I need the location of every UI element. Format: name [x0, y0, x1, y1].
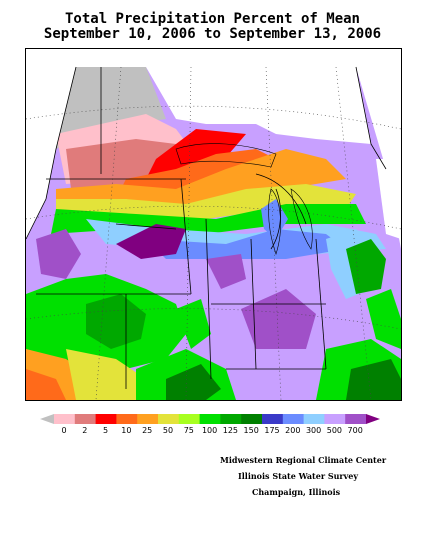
- legend-swatch: [199, 414, 221, 424]
- zone-50pct: [56, 149, 346, 209]
- legend-swatch: [95, 414, 117, 424]
- legend-swatch: [54, 414, 76, 424]
- map-subtitle-dates: September 10, 2006 to September 13, 2006: [43, 26, 382, 42]
- zone-100pct-central: [176, 299, 211, 349]
- legend-arrow-low: [40, 414, 54, 424]
- legend-tick-label: 25: [142, 426, 153, 435]
- legend-tick-label: 0: [61, 426, 67, 435]
- legend-swatch: [324, 414, 346, 424]
- legend-swatch: [282, 414, 305, 424]
- zone-500pct-central: [206, 254, 246, 289]
- legend-tick-label: 100: [201, 426, 218, 435]
- legend-tick-label: 125: [222, 426, 239, 435]
- legend-tick-label: 300: [305, 426, 322, 435]
- legend-tick-label: 10: [121, 426, 132, 435]
- zone-75pct: [56, 184, 356, 219]
- precipitation-map: [25, 48, 402, 401]
- no-data-north: [146, 67, 371, 144]
- zone-25pct-south: [26, 369, 66, 400]
- credit-line-2: Illinois State Water Survey: [238, 471, 359, 481]
- zone-200pct: [146, 229, 346, 259]
- no-data-west: [26, 67, 76, 239]
- legend-arrow-high: [366, 414, 380, 424]
- legend-tick-label: 75: [183, 426, 194, 435]
- legend-swatch: [74, 414, 97, 424]
- color-scale-bar: [40, 414, 380, 424]
- legend-swatch: [262, 414, 284, 424]
- zone-175pct-south: [166, 364, 221, 400]
- lake-outlines: [175, 143, 313, 255]
- map-title: Total Precipitation Percent of Mean: [64, 11, 360, 27]
- legend-tick-label: 5: [103, 426, 109, 435]
- credit-line-3: Champaign, Illinois: [252, 487, 341, 497]
- zone-500pct-far-west: [36, 229, 81, 279]
- credit-line-1: Midwestern Regional Climate Center: [220, 455, 387, 465]
- zone-150pct-east: [346, 239, 386, 294]
- zone-200pct-lake: [261, 199, 288, 239]
- zone-700pct-west: [116, 224, 186, 259]
- zone-175pct-southeast: [346, 359, 401, 400]
- zone-100pct-east: [366, 289, 401, 349]
- legend-swatch: [345, 414, 367, 424]
- zone-25pct: [116, 149, 276, 199]
- legend-tick-label: 200: [285, 426, 301, 435]
- legend-tick-label: 175: [264, 426, 280, 435]
- precipitation-map-graphic: [26, 66, 401, 400]
- legend-swatch: [178, 414, 201, 424]
- legend-swatch: [116, 414, 138, 424]
- legend-swatch: [137, 414, 159, 424]
- legend-swatch: [241, 414, 263, 424]
- no-data-northeast: [376, 159, 401, 239]
- legend-tick-label: 150: [243, 426, 259, 435]
- legend-tick-label: 2: [82, 426, 88, 435]
- legend-swatch: [303, 414, 325, 424]
- credits: Midwestern Regional Climate Center Illin…: [220, 452, 420, 500]
- color-scale-legend: 0 2 5 10 25 50 75 100 125 150 175 200 300 500 700: [40, 412, 380, 442]
- legend-tick-label: 50: [162, 426, 174, 435]
- legend-tick-label: 700: [347, 426, 363, 435]
- legend-swatch: [158, 414, 180, 424]
- color-scale-labels: 0 2 5 10 25 50 75 100 125 150 175 200 300 500 700: [40, 426, 380, 438]
- state-boundaries: [26, 66, 387, 389]
- legend-tick-label: 500: [326, 426, 343, 435]
- legend-swatch: [220, 414, 242, 424]
